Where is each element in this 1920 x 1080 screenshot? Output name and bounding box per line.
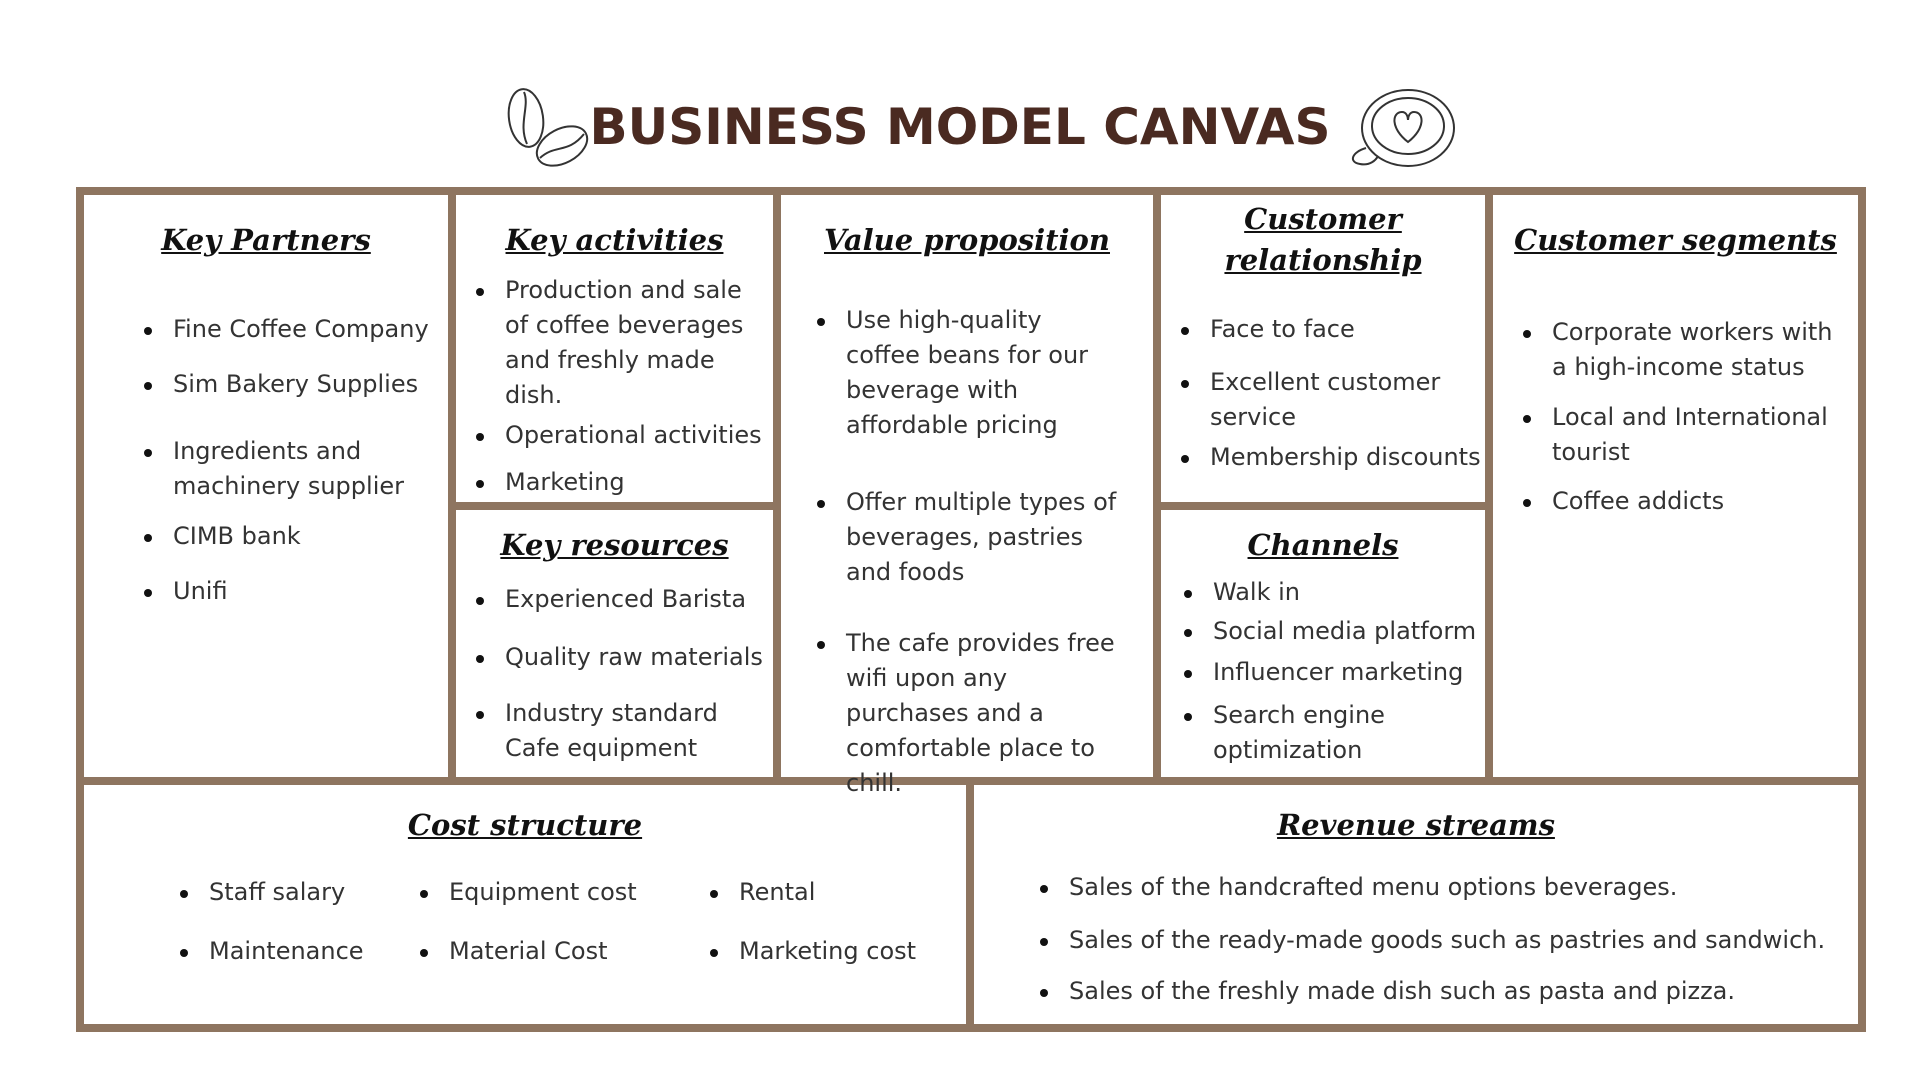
value-proposition-section: Value proposition Use high-quality coffe…: [781, 195, 1153, 797]
list-item: Fine Coffee Company: [144, 312, 444, 347]
key-partners-section: Key Partners Fine Coffee Company Sim Bak…: [84, 195, 448, 777]
list-item: Marketing: [476, 465, 768, 500]
list-item: Quality raw materials: [476, 640, 768, 675]
divider: [1485, 187, 1493, 785]
list-item: Production and sale of coffee beverages …: [476, 273, 768, 413]
list-item: CIMB bank: [144, 519, 444, 554]
list-item: Marketing cost: [710, 934, 960, 969]
list-item: Sim Bakery Supplies: [144, 367, 444, 402]
customer-segments-list: Corporate workers with a high-income sta…: [1523, 315, 1843, 519]
channels-heading: Channels: [1247, 528, 1399, 562]
key-activities-heading: Key activities: [505, 223, 724, 257]
list-item: Sales of the freshly made dish such as p…: [1040, 974, 1840, 1009]
list-item: Maintenance: [180, 934, 400, 969]
list-item: Unifi: [144, 574, 444, 609]
list-item: Operational activities: [476, 418, 768, 453]
list-item: Experienced Barista: [476, 582, 768, 617]
key-activities-section: Key activities Production and sale of co…: [456, 195, 773, 502]
revenue-streams-heading: Revenue streams: [1277, 808, 1555, 842]
key-resources-heading: Key resources: [500, 528, 729, 562]
list-item: Sales of the ready-made goods such as pa…: [1040, 923, 1840, 958]
list-item: Material Cost: [420, 934, 680, 969]
list-item: Industry standard Cafe equipment: [476, 696, 768, 766]
list-item: Membership discounts: [1181, 440, 1481, 475]
list-item: Staff salary: [180, 875, 400, 910]
value-proposition-list: Use high-quality coffee beans for our be…: [817, 303, 1123, 801]
list-item: Walk in: [1184, 575, 1480, 610]
list-item: Excellent customer service: [1181, 365, 1481, 435]
customer-segments-heading: Customer segments: [1514, 223, 1837, 257]
customer-segments-section: Customer segments Corporate workers with…: [1493, 195, 1858, 777]
channels-section: Channels Walk in Social media platform I…: [1161, 510, 1485, 777]
key-partners-list: Fine Coffee Company Sim Bakery Supplies …: [144, 312, 444, 609]
list-item: Equipment cost: [420, 875, 680, 910]
divider: [1153, 187, 1161, 785]
channels-list: Walk in Social media platform Influencer…: [1184, 575, 1480, 768]
list-item: Rental: [710, 875, 960, 910]
list-item: Ingredients and machinery supplier: [144, 434, 444, 504]
cost-structure-section: Cost structure Staff salary Maintenance …: [84, 785, 966, 1024]
latte-cup-icon: [1342, 82, 1460, 178]
key-partners-heading: Key Partners: [161, 223, 371, 257]
cost-structure-heading: Cost structure: [407, 808, 643, 842]
key-activities-list: Production and sale of coffee beverages …: [476, 273, 768, 500]
divider: [452, 502, 777, 510]
divider: [966, 777, 974, 1032]
customer-relationship-heading-line2: relationship: [1224, 243, 1422, 277]
customer-relationship-list: Face to face Excellent customer service …: [1181, 312, 1481, 475]
divider: [1157, 502, 1489, 510]
cost-structure-col1: Staff salary Maintenance: [180, 875, 400, 969]
revenue-streams-section: Revenue streams Sales of the handcrafted…: [974, 785, 1858, 1024]
divider: [773, 187, 781, 785]
page-title: BUSINESS MODEL CANVAS: [589, 98, 1331, 156]
cost-structure-col3: Rental Marketing cost: [710, 875, 960, 969]
list-item: Corporate workers with a high-income sta…: [1523, 315, 1843, 385]
cost-structure-col2: Equipment cost Material Cost: [420, 875, 680, 969]
list-item: Use high-quality coffee beans for our be…: [817, 303, 1123, 443]
key-resources-section: Key resources Experienced Barista Qualit…: [456, 510, 773, 777]
list-item: Offer multiple types of beverages, pastr…: [817, 485, 1123, 590]
list-item: Face to face: [1181, 312, 1481, 347]
customer-relationship-section: Customer relationship Face to face Excel…: [1161, 195, 1485, 502]
key-resources-list: Experienced Barista Quality raw material…: [476, 582, 768, 766]
list-item: Search engine optimization: [1184, 698, 1480, 768]
customer-relationship-heading: Customer relationship: [1161, 199, 1485, 281]
coffee-beans-icon: [500, 84, 600, 174]
list-item: Local and International tourist: [1523, 400, 1843, 470]
list-item: Influencer marketing: [1184, 655, 1480, 690]
value-proposition-heading: Value proposition: [824, 223, 1110, 257]
list-item: The cafe provides free wifi upon any pur…: [817, 626, 1123, 801]
list-item: Social media platform: [1184, 614, 1480, 649]
customer-relationship-heading-line1: Customer: [1244, 202, 1402, 236]
divider: [76, 777, 1866, 785]
list-item: Coffee addicts: [1523, 484, 1843, 519]
list-item: Sales of the handcrafted menu options be…: [1040, 870, 1840, 905]
divider: [448, 187, 456, 785]
revenue-streams-list: Sales of the handcrafted menu options be…: [1040, 870, 1840, 1009]
